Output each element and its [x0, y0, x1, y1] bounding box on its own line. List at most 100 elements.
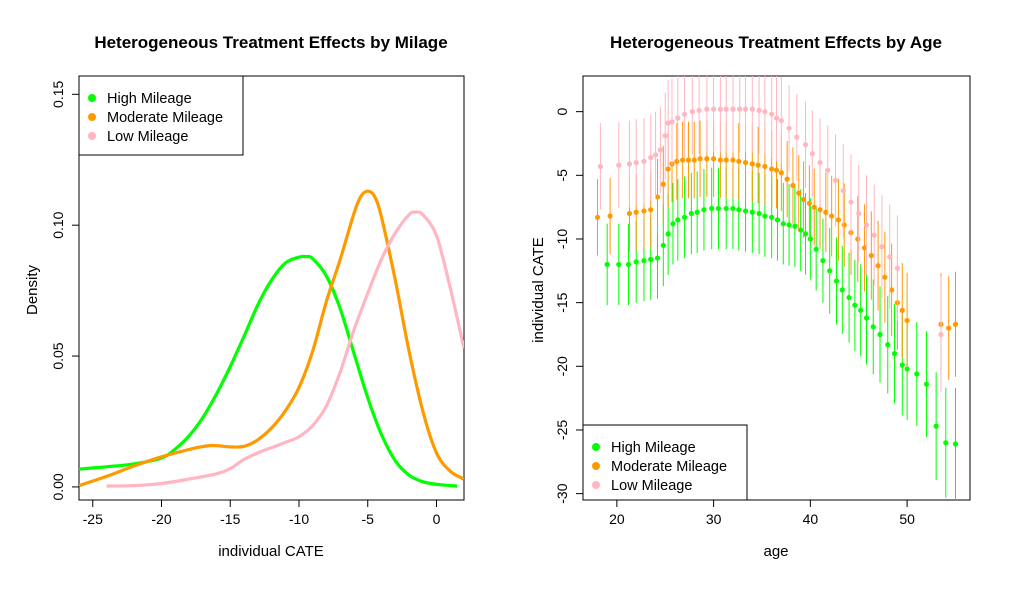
point-moderate-mileage: [762, 163, 768, 170]
legend-label-low-mileage: Low Mileage: [107, 129, 188, 145]
point-high-mileage: [625, 261, 632, 268]
density-line-low-mileage: [106, 210, 464, 488]
point-moderate-mileage: [899, 307, 905, 313]
point-high-mileage: [802, 231, 809, 237]
point-moderate-mileage: [778, 170, 784, 176]
y-tick-label: 0.15: [50, 80, 66, 107]
point-high-mileage: [852, 302, 858, 308]
point-high-mileage: [675, 217, 681, 223]
point-moderate-mileage: [817, 207, 823, 213]
point-high-mileage: [730, 205, 736, 212]
point-low-mileage: [742, 106, 749, 112]
legend-label-moderate-mileage: Moderate Mileage: [107, 110, 223, 126]
legend: High Mileage Moderate Mileage Low Mileage: [78, 75, 244, 156]
legend-marker-low-mileage: [592, 481, 600, 489]
point-moderate-mileage: [742, 159, 749, 166]
point-moderate-mileage: [648, 207, 654, 213]
point-moderate-mileage: [704, 156, 710, 162]
point-high-mileage: [846, 294, 852, 301]
point-low-mileage: [681, 111, 688, 117]
point-moderate-mileage: [749, 161, 755, 167]
point-moderate-mileage: [806, 200, 812, 206]
point-moderate-mileage: [680, 157, 686, 163]
point-high-mileage: [904, 366, 910, 372]
point-low-mileage: [730, 106, 736, 112]
point-low-mileage: [652, 152, 659, 158]
density-line-moderate-mileage: [79, 189, 464, 488]
point-high-mileage: [827, 268, 833, 274]
point-high-mileage: [762, 213, 768, 219]
point-high-mileage: [641, 258, 647, 264]
point-low-mileage: [769, 111, 775, 117]
point-high-mileage: [660, 242, 666, 248]
point-low-mileage: [809, 151, 815, 157]
point-moderate-mileage: [736, 158, 742, 164]
y-tick-label: -5: [554, 169, 570, 182]
point-moderate-mileage: [882, 274, 888, 280]
point-low-mileage: [704, 106, 710, 112]
point-moderate-mileage: [723, 157, 729, 163]
point-high-mileage: [604, 261, 610, 268]
point-low-mileage: [662, 133, 668, 139]
point-low-mileage: [669, 119, 675, 125]
legend-marker-moderate-mileage: [88, 113, 96, 121]
point-high-mileage: [709, 205, 715, 212]
point-moderate-mileage: [773, 167, 780, 173]
x-tick-label: 30: [706, 511, 722, 527]
age-chart: Heterogeneous Treatment Effects by Age a…: [530, 33, 971, 560]
x-tick-label: 0: [433, 511, 441, 527]
point-high-mileage: [694, 209, 700, 215]
point-moderate-mileage: [755, 162, 761, 168]
point-high-mileage: [736, 207, 742, 213]
point-moderate-mileage: [594, 214, 601, 220]
point-high-mileage: [807, 236, 813, 242]
x-tick-label: -25: [83, 511, 103, 527]
point-high-mileage: [616, 261, 622, 268]
plot-area: [79, 189, 464, 488]
point-high-mileage: [885, 342, 891, 348]
point-high-mileage: [798, 227, 804, 233]
point-moderate-mileage: [784, 176, 790, 182]
point-low-mileage: [840, 187, 846, 194]
point-high-mileage: [923, 381, 930, 387]
point-low-mileage: [848, 199, 854, 205]
point-low-mileage: [871, 232, 877, 238]
point-low-mileage: [863, 222, 870, 228]
point-moderate-mileage: [641, 208, 647, 214]
point-moderate-mileage: [796, 190, 802, 196]
point-moderate-mileage: [904, 317, 910, 324]
point-low-mileage: [762, 109, 768, 115]
point-low-mileage: [597, 163, 604, 170]
point-high-mileage: [654, 255, 661, 261]
chart-title: Heterogeneous Treatment Effects by Milag…: [94, 33, 447, 52]
point-moderate-mileage: [855, 236, 861, 242]
y-tick-label: 0.10: [50, 211, 66, 238]
x-tick-label: -5: [362, 511, 375, 527]
y-tick-label: -25: [554, 420, 570, 440]
point-moderate-mileage: [868, 252, 874, 259]
legend-marker-high-mileage: [88, 94, 96, 102]
x-tick-label: 50: [899, 511, 915, 527]
point-moderate-mileage: [889, 287, 895, 293]
legend-marker-high-mileage: [592, 443, 600, 451]
point-low-mileage: [887, 254, 893, 260]
point-low-mileage: [723, 106, 729, 112]
point-moderate-mileage: [711, 156, 717, 162]
y-axis-label: individual CATE: [530, 237, 547, 343]
point-high-mileage: [858, 307, 864, 313]
point-high-mileage: [863, 315, 870, 321]
legend-label-high-mileage: High Mileage: [611, 440, 696, 456]
y-tick-label: 0.00: [50, 473, 66, 500]
point-low-mileage: [711, 106, 717, 112]
point-moderate-mileage: [952, 321, 959, 327]
x-tick-label: 20: [609, 511, 625, 527]
point-moderate-mileage: [841, 222, 847, 228]
point-high-mileage: [756, 210, 762, 217]
point-high-mileage: [633, 259, 639, 265]
x-tick-label: -15: [220, 511, 240, 527]
legend-box: [582, 424, 748, 501]
point-high-mileage: [943, 440, 949, 446]
point-low-mileage: [794, 134, 800, 140]
point-moderate-mileage: [654, 194, 661, 200]
point-high-mileage: [681, 214, 688, 220]
